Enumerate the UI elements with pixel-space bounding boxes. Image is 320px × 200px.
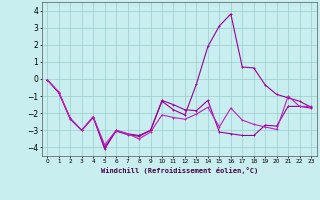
X-axis label: Windchill (Refroidissement éolien,°C): Windchill (Refroidissement éolien,°C)	[100, 167, 258, 174]
